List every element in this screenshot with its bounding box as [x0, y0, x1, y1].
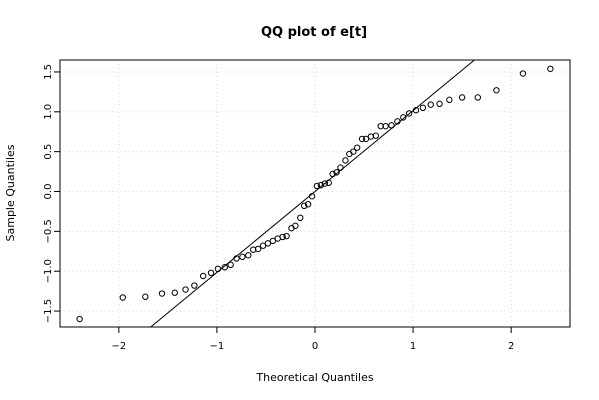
- data-point: [171, 289, 178, 296]
- y-axis-label: Sample Quantiles: [4, 144, 17, 241]
- data-point: [227, 261, 234, 269]
- x-tick-label: 1: [410, 341, 416, 352]
- data-point: [207, 269, 215, 277]
- data-point: [400, 114, 407, 121]
- data-point: [353, 144, 361, 151]
- data-point: [350, 148, 357, 155]
- data-point: [191, 282, 198, 289]
- data-point: [182, 286, 189, 293]
- data-point: [304, 201, 312, 208]
- data-point: [283, 232, 290, 240]
- data-point: [382, 122, 389, 130]
- x-axis: −2 −1 0 1 2: [111, 326, 514, 352]
- y-tick-label: 1.5: [43, 64, 54, 80]
- data-point: [329, 170, 336, 178]
- x-tick-label: 0: [312, 341, 318, 352]
- y-tick-label: 0.5: [43, 144, 54, 160]
- data-point: [436, 100, 443, 108]
- data-point: [233, 255, 240, 262]
- data-point: [321, 180, 329, 187]
- data-point: [333, 169, 340, 176]
- data-point: [254, 245, 262, 253]
- reference-line: [149, 60, 476, 327]
- data-point: [279, 233, 286, 241]
- x-tick-label: 2: [508, 341, 514, 352]
- data-point: [342, 157, 349, 164]
- data-point: [221, 264, 228, 271]
- data-point: [547, 65, 554, 72]
- data-point: [427, 101, 434, 108]
- data-point: [142, 293, 149, 300]
- data-point: [362, 135, 370, 143]
- data-point: [317, 181, 325, 189]
- data-point: [119, 294, 126, 301]
- data-point: [493, 87, 500, 94]
- x-tick-label: −2: [111, 341, 126, 352]
- data-point: [446, 96, 453, 104]
- data-point: [264, 240, 272, 247]
- data-point: [214, 265, 222, 273]
- x-axis-label: Theoretical Quantiles: [255, 371, 373, 384]
- data-point: [245, 252, 252, 259]
- y-axis: −1.5 −1.0 −0.5 0.0 0.5 1.0 1.5: [43, 64, 61, 323]
- data-point: [419, 104, 427, 112]
- data-point: [301, 202, 308, 210]
- data-point: [313, 182, 321, 190]
- chart-title: QQ plot of e[t]: [261, 25, 367, 40]
- data-point: [394, 118, 401, 125]
- data-point: [239, 253, 246, 261]
- data-point: [308, 193, 316, 200]
- data-point: [325, 179, 332, 186]
- y-tick-label: 0.0: [43, 184, 54, 200]
- y-tick-label: −1.5: [43, 299, 54, 323]
- data-point: [337, 164, 344, 171]
- data-point: [388, 122, 395, 129]
- data-point: [158, 290, 166, 297]
- data-point: [297, 214, 304, 222]
- y-tick-label: −1.0: [43, 259, 54, 283]
- y-tick-label: −0.5: [43, 219, 54, 243]
- data-point: [199, 272, 207, 280]
- data-point: [412, 107, 420, 114]
- data-point: [269, 237, 277, 245]
- data-point: [474, 94, 482, 101]
- data-point: [405, 110, 413, 117]
- grid-lines: [60, 60, 570, 327]
- data-point: [259, 242, 267, 249]
- data-point: [292, 222, 299, 229]
- x-tick-label: −1: [210, 341, 225, 352]
- y-tick-label: 1.0: [43, 104, 54, 120]
- data-point: [76, 315, 83, 323]
- data-point: [458, 94, 466, 101]
- data-points: [76, 65, 554, 323]
- data-point: [358, 135, 366, 143]
- data-point: [519, 70, 527, 77]
- data-point: [372, 132, 380, 139]
